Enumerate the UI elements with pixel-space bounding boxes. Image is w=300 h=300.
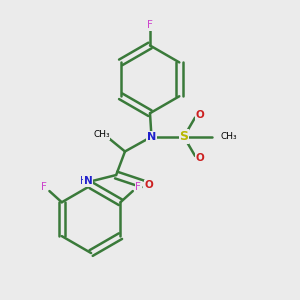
Text: N: N [147,132,156,142]
Text: N: N [84,176,92,186]
Text: O: O [196,110,205,120]
Text: CH₃: CH₃ [221,132,237,141]
Text: H: H [80,176,87,186]
Text: F: F [41,182,47,192]
Text: CH₃: CH₃ [93,130,110,139]
Text: O: O [145,180,154,190]
Text: F: F [135,182,141,192]
Text: O: O [196,153,205,163]
Text: F: F [147,20,153,30]
Text: S: S [179,130,188,143]
